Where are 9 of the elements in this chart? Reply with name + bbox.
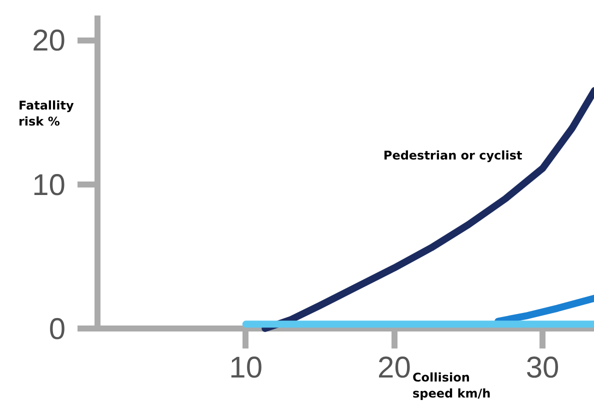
- y-tick-label: 0: [48, 313, 66, 346]
- x-tick-label: 10: [229, 352, 263, 384]
- y-tick-label: 10: [32, 168, 66, 202]
- x-tick-label: 30: [526, 352, 560, 384]
- y-tick-label: 20: [32, 24, 66, 58]
- x-tick-label: 20: [378, 352, 411, 384]
- y-axis-title: Fatallity risk %: [18, 98, 74, 128]
- x-axis-title: Collision speed km/h: [412, 370, 491, 400]
- series-label: Pedestrian or cyclist: [383, 148, 523, 163]
